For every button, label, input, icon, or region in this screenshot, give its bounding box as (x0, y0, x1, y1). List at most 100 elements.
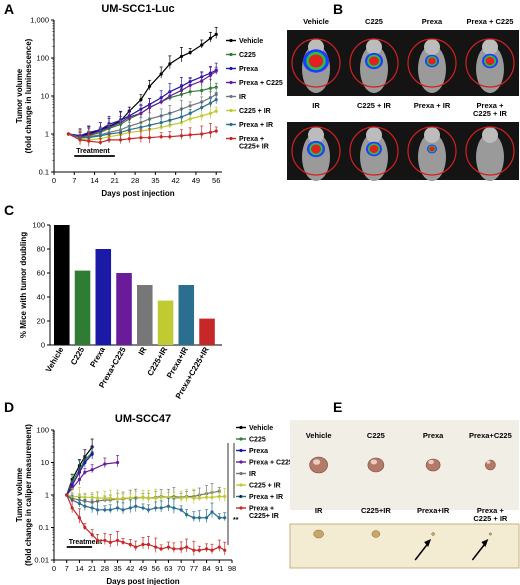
series-line (68, 93, 217, 139)
image-label: Prexa + C225 + IR (473, 101, 508, 118)
data-point (147, 117, 152, 121)
x-tick-label: C225 (69, 345, 87, 367)
data-point (139, 98, 143, 102)
series-line (68, 69, 217, 137)
data-point (127, 128, 131, 132)
roi-circle (291, 38, 341, 88)
data-point (159, 72, 163, 76)
legend-label-line: C225 + IR (249, 483, 281, 490)
data-point (159, 547, 163, 551)
image-label-line: C225 + IR (357, 101, 392, 110)
image-label: IR (312, 101, 320, 110)
roi-circle (349, 126, 399, 176)
significance-star: * (239, 495, 242, 502)
data-point (119, 130, 123, 135)
legend-label-line: Vehicle (239, 38, 263, 45)
data-point (90, 506, 94, 510)
treatment-label: Treatment (76, 148, 110, 155)
data-point (98, 140, 102, 145)
data-point (154, 545, 158, 549)
data-point (146, 542, 151, 547)
data-point (154, 496, 158, 500)
image-label-line: C225 + IR (473, 109, 508, 118)
data-point (172, 547, 176, 551)
x-tick-label: 56 (212, 176, 220, 185)
x-tick-label: 0 (52, 176, 56, 185)
x-tick-label: 7 (65, 564, 69, 573)
x-tick-label: 35 (113, 564, 121, 573)
tumor-highlight (428, 459, 434, 465)
data-point (141, 506, 145, 510)
chart-c-bar: 0 20 40 60 80 100 % Mice with tumor doubling Ve… (19, 221, 222, 400)
data-point (90, 495, 94, 499)
bar (54, 225, 70, 345)
data-point (77, 477, 82, 482)
photo-label-line: Prexa+IR (417, 506, 450, 515)
series-line (68, 130, 217, 144)
data-point (217, 494, 221, 499)
data-point (77, 516, 82, 520)
panel-label-e: E (333, 399, 342, 415)
photo-label: Prexa+IR (417, 506, 450, 515)
data-point (83, 495, 87, 499)
data-point (188, 50, 192, 55)
y-tick-label: 80 (37, 245, 45, 254)
legend-label: Vehicle (249, 425, 273, 432)
legend-label-line: Prexa (239, 66, 258, 73)
chart-a-uTumor-luminescence: UM-SCC1-Luc 0.1 1 10 100 1,000 0 7 14 21 28 35 42 49 5… (15, 3, 283, 198)
bar (116, 273, 132, 345)
image-label-line: Vehicle (303, 17, 329, 26)
signal-inner (369, 56, 379, 66)
data-point (128, 496, 132, 500)
data-point (188, 111, 192, 115)
legend-marker (239, 483, 243, 487)
series-line (68, 70, 217, 138)
data-point (83, 470, 87, 474)
data-point (103, 462, 107, 466)
data-point (192, 496, 196, 500)
legend-marker (239, 437, 243, 441)
legend-label-line: C225 (239, 52, 256, 59)
x-tick-label: 21 (88, 564, 96, 573)
legend-label: Prexa + C225 (249, 460, 293, 467)
data-point (223, 516, 227, 520)
panel-label-a: A (4, 1, 14, 17)
image-label-line: Prexa + (477, 101, 505, 110)
chart-title: UM-SCC47 (115, 413, 171, 425)
image-label: C225 (365, 17, 383, 26)
treatment-label: Treatment (69, 539, 103, 546)
signal-inner (308, 54, 324, 68)
data-point (147, 136, 152, 140)
data-point (108, 496, 112, 500)
data-point (65, 493, 69, 497)
legend-label: Prexa (249, 448, 268, 455)
image-label-line: Prexa + C225 (467, 17, 514, 26)
legend-label: IR (249, 471, 256, 478)
data-point (87, 139, 91, 143)
data-point (159, 125, 163, 129)
data-point (168, 123, 172, 127)
data-point (159, 135, 163, 139)
data-point (134, 504, 138, 508)
signal-inner (428, 57, 436, 65)
roi-circle (291, 126, 341, 176)
tumor-photos: Vehicle C225 Prexa Prexa+C225 IR C225+IR Prexa… (289, 420, 520, 569)
legend-label-line: IR (239, 94, 246, 101)
data-point (134, 545, 138, 549)
bar (199, 318, 215, 345)
legend-marker (229, 122, 233, 127)
chart-title: UM-SCC1-Luc (101, 3, 174, 15)
data-point (78, 138, 82, 142)
data-point (204, 547, 209, 551)
mouse-head (366, 127, 382, 143)
y-tick-label: 10 (41, 458, 49, 467)
legend-marker (239, 494, 243, 499)
x-tick-label: 70 (177, 564, 185, 573)
data-point (103, 538, 107, 543)
image-label: Prexa + C225 (467, 17, 514, 26)
series-line (68, 110, 217, 141)
mouse-head (424, 39, 440, 55)
legend-label: Prexa + IR (239, 122, 273, 129)
tumor-sample (488, 532, 492, 536)
